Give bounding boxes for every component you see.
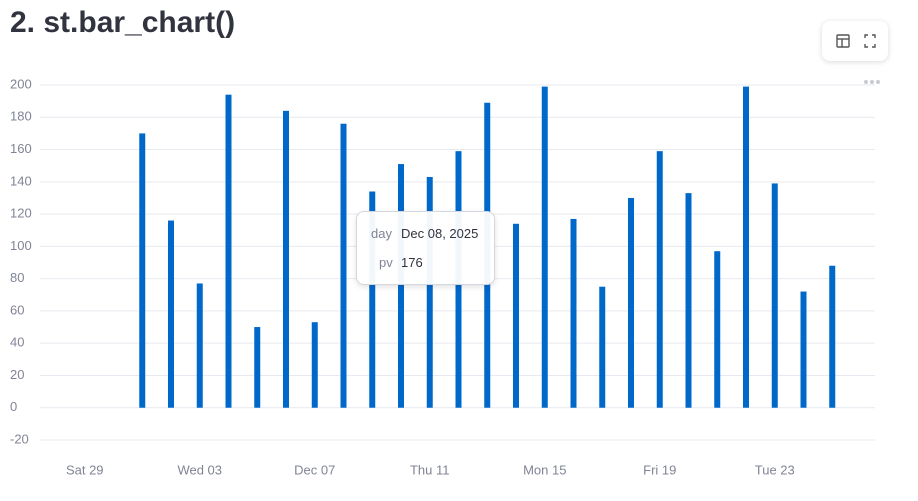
y-tick-label: 0: [10, 399, 17, 414]
bar: [513, 223, 519, 408]
y-tick-label: 200: [10, 76, 32, 91]
bar: [800, 291, 807, 408]
table-icon[interactable]: [836, 34, 850, 48]
bar: [743, 86, 749, 408]
bar: [426, 176, 433, 408]
y-tick-label: 180: [10, 109, 32, 124]
bar: [283, 110, 289, 408]
bar: [714, 251, 721, 408]
bar: [340, 123, 347, 408]
x-tick-label: Thu 11: [410, 462, 450, 477]
x-tick-label: Tue 23: [755, 462, 795, 477]
y-tick-label: -20: [10, 431, 29, 446]
bar: [570, 218, 577, 408]
y-tick-label: 40: [10, 335, 24, 350]
bar: [398, 164, 404, 408]
toolbar-icons: [836, 34, 876, 48]
menu-dots[interactable]: [863, 78, 883, 86]
tooltip-value: Dec 08, 2025: [401, 226, 479, 241]
x-tick-label: Mon 15: [523, 462, 566, 477]
y-tick-label: 100: [10, 238, 32, 253]
y-tick-label: 160: [10, 141, 32, 156]
bar: [168, 220, 174, 408]
x-tick-label: Fri 19: [643, 462, 676, 477]
tooltip: day Dec 08, 2025 pv 176: [356, 211, 495, 285]
page-title: 2. st.bar_chart(): [10, 6, 236, 39]
bar: [771, 183, 778, 408]
bar: [369, 191, 376, 408]
x-tick-label: Wed 03: [177, 462, 222, 477]
chart-toolbar: [822, 21, 888, 61]
x-tick-label: Dec 07: [294, 462, 335, 477]
tooltip-key: day: [371, 226, 392, 241]
bar: [829, 265, 836, 408]
y-tick-label: 80: [10, 270, 24, 285]
bar: [225, 94, 232, 408]
bar: [628, 197, 634, 408]
y-tick-label: 60: [10, 302, 24, 317]
bar: [139, 133, 146, 408]
tooltip-key: pv: [379, 255, 393, 270]
fullscreen-icon[interactable]: [864, 34, 876, 48]
bar: [311, 322, 318, 408]
bar: [685, 193, 692, 408]
y-tick-label: 120: [10, 206, 32, 221]
y-tick-label: 20: [10, 367, 24, 382]
x-tick-label: Sat 29: [66, 462, 104, 477]
y-tick-label: 140: [10, 173, 32, 188]
bar: [254, 327, 261, 408]
bar: [541, 86, 548, 408]
tooltip-value: 176: [401, 255, 423, 270]
bar: [656, 151, 663, 408]
bar: [599, 286, 606, 408]
bar: [196, 283, 203, 408]
